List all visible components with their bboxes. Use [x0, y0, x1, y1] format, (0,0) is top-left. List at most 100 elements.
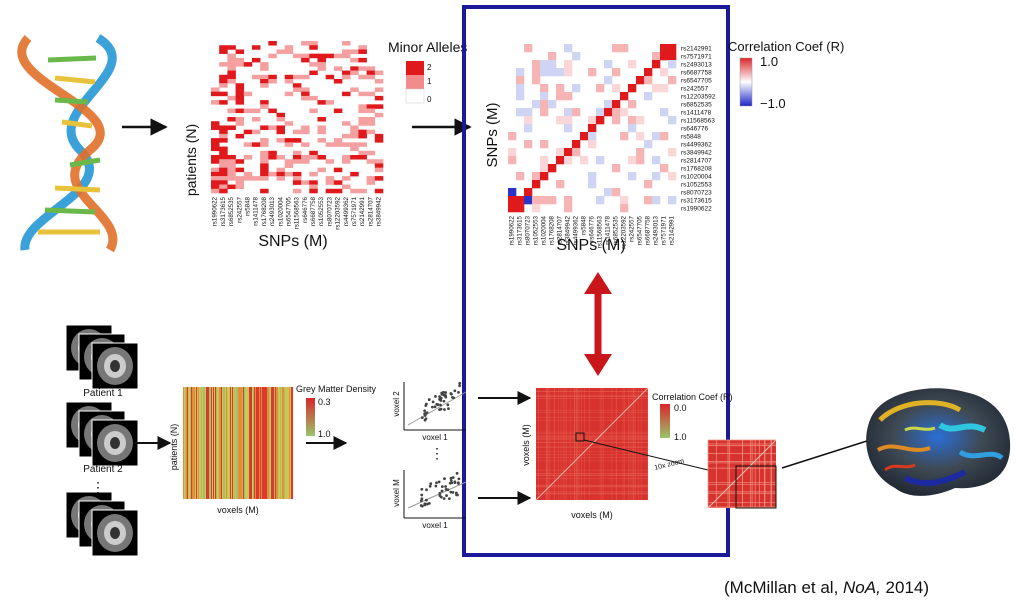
- snp-corr-xlabel: SNPs (M): [556, 237, 625, 254]
- allele-matrix: [211, 41, 384, 194]
- allele-legend-title: Minor Alleles: [388, 39, 467, 55]
- allele-ylabel: patients (N): [183, 124, 199, 196]
- voxel-corr-ylabel: voxels (M): [521, 424, 531, 466]
- snp-corr-legend-bar: [739, 57, 753, 107]
- snp-corr-legend-min: −1.0: [760, 96, 786, 111]
- dna-helix-icon: [17, 34, 118, 253]
- snp-corr-col-label: rs6547705: [637, 215, 644, 245]
- snp-corr-col-label: rs3173615: [517, 215, 524, 245]
- allele-x-tick: rs646776: [302, 196, 309, 222]
- snp-corr-col-label: rs1411478: [605, 215, 612, 244]
- allele-x-tick: rs3849942: [376, 196, 383, 226]
- gm-legend-title: Grey Matter Density: [296, 384, 377, 394]
- allele-x-tick: rs11568563: [294, 196, 301, 229]
- snp-corr-ylabel: SNPs (M): [484, 103, 501, 168]
- snp-corr-row-label: rs3849942: [681, 149, 712, 156]
- allele-x-tick: rs242557: [236, 196, 243, 222]
- snp-corr-row-labels: rs2142991rs7571971rs2493013rs6687758rs65…: [681, 45, 716, 212]
- snp-corr-row-label: rs5848: [681, 133, 701, 140]
- double-arrow-icon: [584, 272, 612, 376]
- allele-xlabel: SNPs (M): [258, 233, 327, 250]
- scatter-bottom: [403, 470, 467, 519]
- patient-ellipsis: ⋮: [91, 479, 105, 495]
- arrow-zoom-to-brain: [781, 439, 871, 469]
- snp-corr-row-label: rs1768208: [681, 165, 712, 172]
- allele-legend-1: [406, 75, 424, 89]
- snp-corr-col-label: rs1020004: [541, 215, 548, 245]
- snp-corr-col-label: rs2814707: [557, 215, 564, 245]
- allele-x-tick: rs2814707: [367, 196, 374, 226]
- snp-corr-row-label: rs8070723: [681, 189, 712, 196]
- voxel-corr-xlabel: voxels (M): [571, 510, 613, 520]
- snp-corr-col-label: rs11568563: [597, 215, 604, 248]
- allele-x-tick: rs12203592: [335, 196, 342, 229]
- allele-x-tick: rs1020004: [277, 196, 284, 226]
- allele-x-tick: rs3173615: [220, 196, 227, 226]
- mri-stacks: [65, 324, 139, 557]
- allele-x-tick: rs4499362: [343, 196, 350, 226]
- snp-corr-col-label: rs7571971: [661, 215, 668, 245]
- snp-corr-row-label: rs2142991: [681, 45, 712, 52]
- patient-2-label: Patient 2: [83, 464, 123, 475]
- allele-x-tick: rs6547705: [285, 196, 292, 226]
- snp-corr-legend-title: Correlation Coef (R): [728, 39, 844, 54]
- snp-corr-row-label: rs6687758: [681, 69, 712, 76]
- voxel-correlation-matrix: [535, 387, 709, 501]
- snp-corr-row-label: rs646776: [681, 125, 708, 132]
- allele-x-tick: rs8070723: [326, 196, 333, 226]
- gm-legend-min: 1.0: [318, 429, 331, 439]
- citation: (McMillan et al, NoA, 2014): [724, 578, 929, 598]
- scatter-bottom-xlabel: voxel 1: [422, 521, 448, 530]
- patient-1-label: Patient 1: [83, 388, 123, 399]
- snp-corr-legend-max: 1.0: [760, 54, 778, 69]
- snp-corr-col-label: rs2142991: [669, 215, 676, 245]
- snp-corr-col-label: rs1052553: [533, 215, 540, 245]
- allele-legend-label-1: 1: [427, 77, 432, 86]
- scatter-top: [403, 381, 467, 431]
- allele-x-tick: rs5848: [244, 196, 251, 215]
- snp-corr-row-label: rs4499362: [681, 141, 712, 148]
- gm-legend-bar: [306, 398, 315, 436]
- voxel-corr-legend-bar: [660, 404, 670, 438]
- snp-corr-col-label: rs5848: [581, 215, 588, 234]
- snp-corr-row-label: rs3173615: [681, 197, 712, 204]
- snp-corr-row-label: rs6547705: [681, 77, 712, 84]
- snp-corr-row-label: rs2493013: [681, 61, 712, 68]
- allele-legend-label-2: 2: [427, 63, 432, 72]
- snp-corr-col-label: rs6852535: [613, 215, 620, 245]
- allele-x-tick: rs6687758: [310, 196, 317, 226]
- zoomed-patch: [707, 439, 777, 509]
- citation-authors: (McMillan et al,: [724, 578, 844, 597]
- scatter-dots: ⋮: [430, 445, 444, 461]
- voxel-corr-legend-title: Correlation Coef (R): [652, 392, 733, 402]
- allele-x-tick: rs7571971: [351, 196, 358, 226]
- snp-corr-row-label: rs2814707: [681, 157, 712, 164]
- scatter-bottom-ylabel: voxel M: [392, 479, 401, 507]
- gm-ylabel: patients (N): [169, 424, 179, 471]
- gm-legend-max: 0.3: [318, 397, 331, 407]
- snp-corr-row-label: rs6852535: [681, 101, 712, 108]
- snp-corr-col-labels: rs1990622 rs3173615 rs8070723 rs1052553 rs10…: [509, 215, 676, 248]
- allele-x-tick: rs6852535: [228, 196, 235, 226]
- scatter-top-xlabel: voxel 1: [422, 433, 448, 442]
- brain-icon: [866, 388, 1011, 496]
- snp-corr-col-label: rs2493013: [653, 215, 660, 245]
- citation-journal: NoA,: [843, 578, 881, 597]
- allele-x-tick: rs2493013: [269, 196, 276, 226]
- snp-corr-row-label: rs12203592: [681, 93, 716, 100]
- snp-corr-col-label: rs8070723: [525, 215, 532, 245]
- snp-corr-row-label: rs1411478: [681, 109, 712, 116]
- gm-xlabel: voxels (M): [217, 505, 259, 515]
- snp-corr-col-label: rs3849942: [565, 215, 572, 245]
- allele-x-tick: rs1990622: [212, 196, 219, 226]
- snp-corr-col-label: rs242557: [629, 215, 636, 241]
- snp-correlation-matrix: [508, 44, 677, 213]
- allele-x-tick: rs1768208: [261, 196, 268, 226]
- voxel-corr-legend-min: 1.0: [674, 432, 687, 442]
- snp-corr-row-label: rs11568563: [681, 117, 715, 124]
- snp-corr-row-label: rs1020004: [681, 173, 712, 180]
- snp-corr-col-label: rs6687758: [645, 215, 652, 245]
- grey-matter-matrix: [183, 387, 294, 499]
- scatter-top-ylabel: voxel 2: [392, 391, 401, 417]
